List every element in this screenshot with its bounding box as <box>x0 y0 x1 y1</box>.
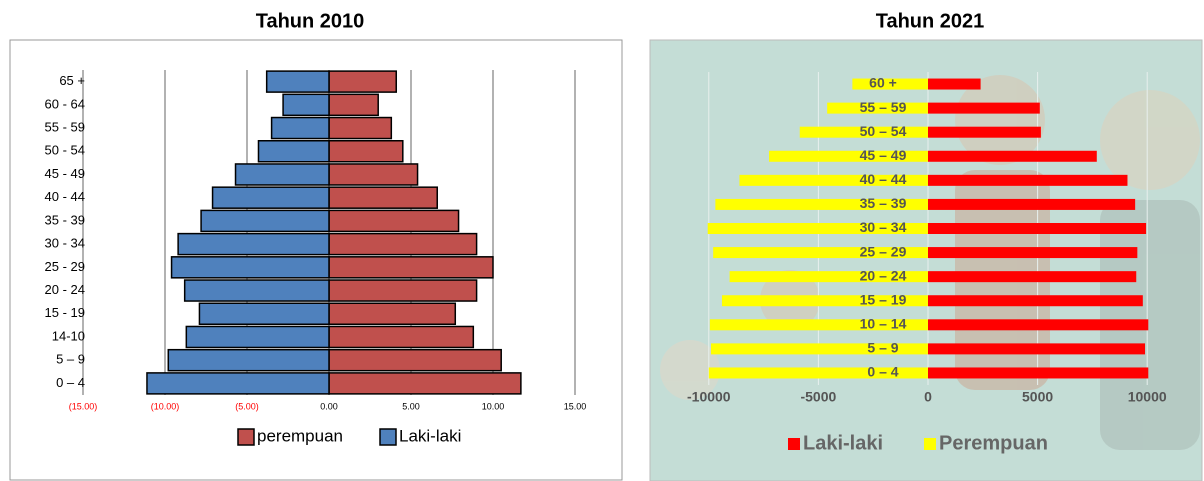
y-tick-label: 35 – 39 <box>860 195 907 211</box>
legend-label: perempuan <box>257 426 343 445</box>
y-tick-label: 20 - 24 <box>45 282 85 297</box>
y-tick-label: 0 – 4 <box>867 364 898 380</box>
bar <box>168 350 329 371</box>
bar <box>329 326 473 347</box>
bar <box>329 350 501 371</box>
x-tick-label: -10000 <box>687 389 731 405</box>
y-tick-label: 14-10 <box>52 328 85 343</box>
y-tick-label: 25 – 29 <box>860 243 907 259</box>
legend-label: Laki-laki <box>803 432 883 454</box>
bar <box>329 373 521 394</box>
bar <box>199 303 329 324</box>
bar <box>329 257 493 278</box>
y-tick-label: 60 + <box>869 75 897 91</box>
bar <box>267 71 329 92</box>
x-tick-label: 10.00 <box>482 401 505 411</box>
x-tick-label: 5000 <box>1022 389 1053 405</box>
bar <box>928 127 1041 138</box>
y-tick-label: 40 – 44 <box>860 171 907 187</box>
bar <box>329 164 418 185</box>
y-tick-label: 10 – 14 <box>860 316 907 332</box>
bar <box>928 295 1143 306</box>
y-tick-label: 5 – 9 <box>56 352 85 367</box>
bar <box>329 280 477 301</box>
x-tick-label: 10000 <box>1128 389 1167 405</box>
bar <box>928 367 1148 378</box>
bar <box>258 141 329 162</box>
bar <box>928 319 1148 330</box>
y-tick-label: 65 + <box>59 73 85 88</box>
y-tick-label: 30 - 34 <box>45 236 85 251</box>
y-tick-label: 50 - 54 <box>45 143 85 158</box>
y-tick-label: 45 – 49 <box>860 147 907 163</box>
bar <box>928 151 1097 162</box>
bar <box>236 164 329 185</box>
x-tick-label: 0.00 <box>320 401 338 411</box>
bar <box>201 210 329 231</box>
bar <box>928 343 1145 354</box>
bar <box>928 175 1127 186</box>
chart-title: Tahun 2021 <box>876 10 985 32</box>
bar <box>928 247 1137 258</box>
bar <box>329 94 378 115</box>
y-tick-label: 55 – 59 <box>860 99 907 115</box>
bar <box>178 234 329 255</box>
bar <box>213 187 329 208</box>
bar <box>272 118 329 139</box>
y-tick-label: 0 – 4 <box>56 375 85 390</box>
bar <box>329 118 391 139</box>
bar <box>147 373 329 394</box>
x-tick-label: -5000 <box>800 389 836 405</box>
bar <box>329 210 459 231</box>
bar <box>329 141 403 162</box>
legend-label: Laki-laki <box>399 426 461 445</box>
x-tick-label: 15.00 <box>564 401 587 411</box>
x-tick-label: (15.00) <box>69 401 98 411</box>
legend-swatch <box>238 429 254 445</box>
bar <box>928 223 1146 234</box>
y-tick-label: 45 - 49 <box>45 166 85 181</box>
x-tick-label: (5.00) <box>235 401 259 411</box>
x-tick-label: 0 <box>924 389 932 405</box>
y-tick-label: 40 - 44 <box>45 189 85 204</box>
x-tick-label: 5.00 <box>402 401 420 411</box>
bar <box>283 94 329 115</box>
bar <box>185 280 329 301</box>
y-tick-label: 15 – 19 <box>860 291 907 307</box>
bar <box>329 71 396 92</box>
bar <box>329 234 477 255</box>
legend-label: Perempuan <box>939 432 1048 454</box>
legend-swatch <box>924 438 936 450</box>
y-tick-label: 5 – 9 <box>867 340 898 356</box>
y-tick-label: 60 - 64 <box>45 96 85 111</box>
bar <box>329 303 455 324</box>
bar <box>928 103 1040 114</box>
y-tick-label: 55 - 59 <box>45 119 85 134</box>
y-tick-label: 50 – 54 <box>860 123 907 139</box>
bar <box>928 79 981 90</box>
y-tick-label: 25 - 29 <box>45 259 85 274</box>
x-tick-label: (10.00) <box>151 401 180 411</box>
y-tick-label: 30 – 34 <box>860 219 907 235</box>
legend-swatch <box>380 429 396 445</box>
y-tick-label: 15 - 19 <box>45 305 85 320</box>
y-tick-label: 20 – 24 <box>860 267 907 283</box>
page: Tahun 2010 (15.00) (10.00) (5.00) 0.00 5.00 10… <box>0 0 1204 481</box>
bar <box>928 199 1135 210</box>
y-tick-label: 35 - 39 <box>45 212 85 227</box>
bar <box>172 257 329 278</box>
chart-title: Tahun 2010 <box>256 10 365 32</box>
bar <box>928 271 1136 282</box>
legend-swatch <box>788 438 800 450</box>
bar <box>329 187 437 208</box>
bar <box>186 326 329 347</box>
